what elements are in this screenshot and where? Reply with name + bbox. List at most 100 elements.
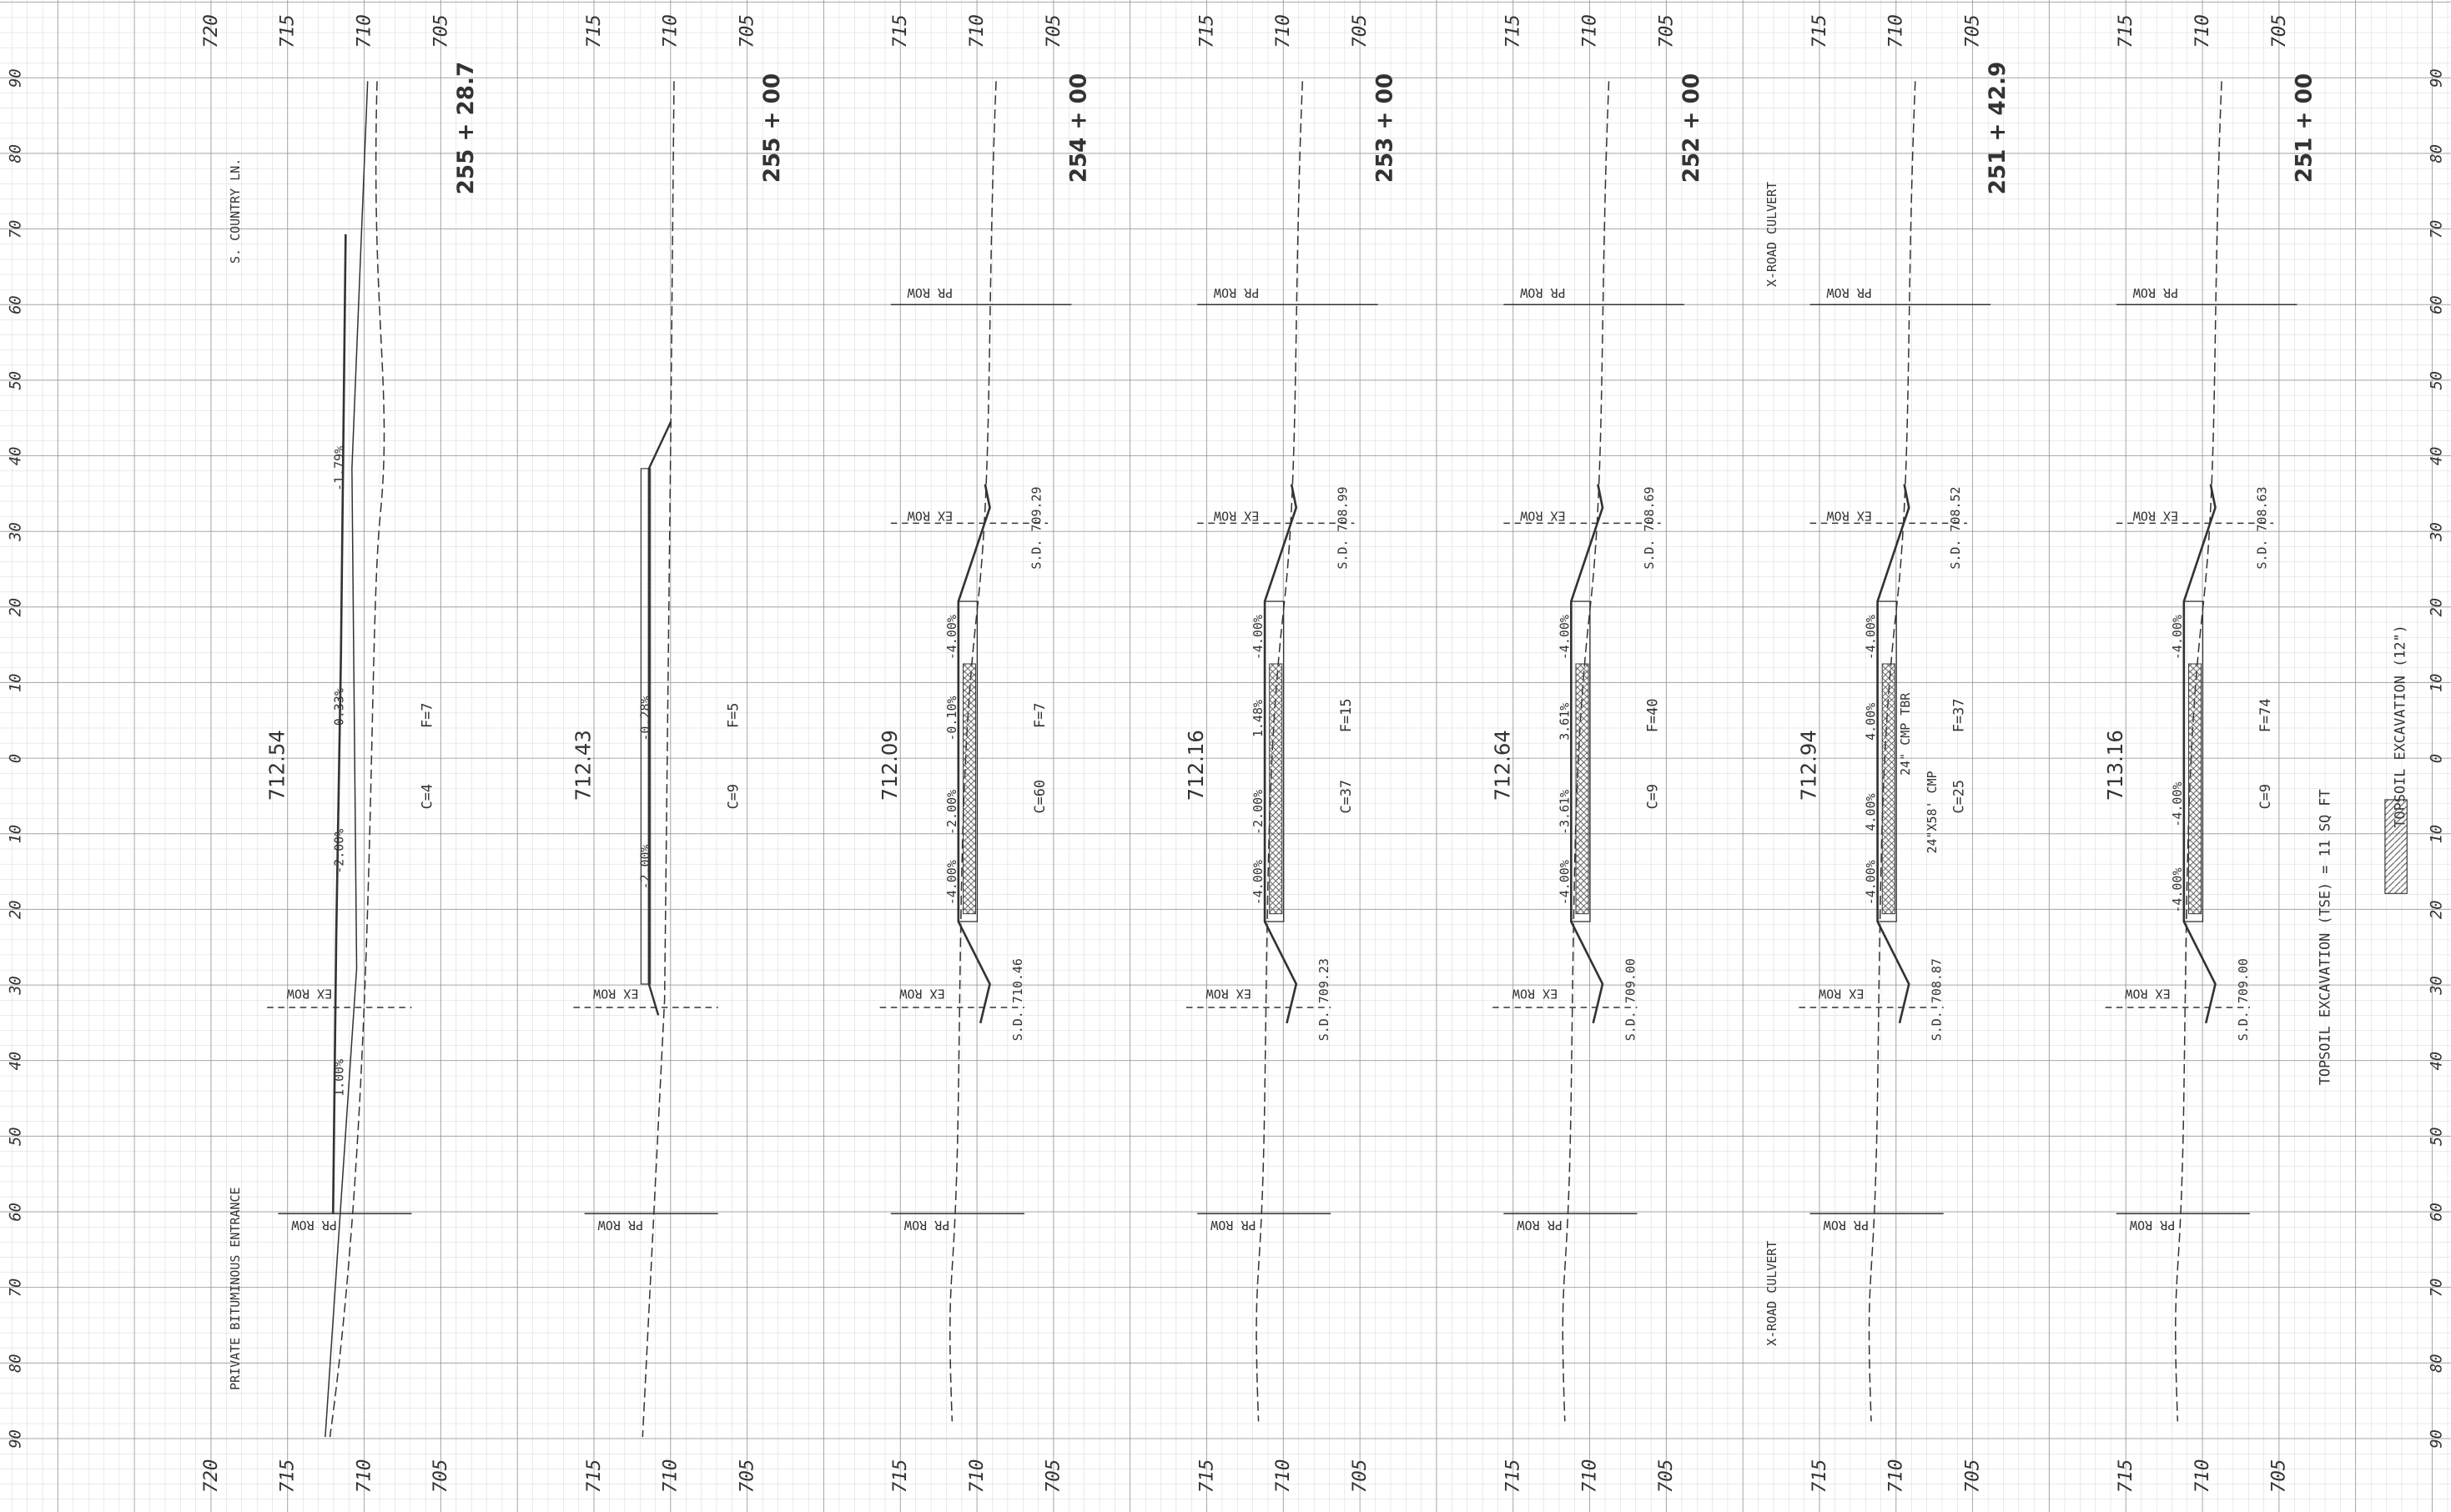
station-label: 251 + 00	[2292, 73, 2317, 183]
elevation-tick: 710	[1885, 14, 1907, 48]
offset-label: 40	[2428, 447, 2446, 466]
offset-label: 80	[7, 1354, 24, 1373]
slope-label: -4.00%	[2170, 615, 2185, 660]
elevation-tick: 705	[1655, 1459, 1677, 1494]
note: S. COUNTRY LN.	[228, 158, 243, 264]
elevation-tick: 710	[353, 1459, 375, 1494]
note: 24" CMP TBR	[1898, 692, 1913, 776]
pr-row-label: PR ROW	[1823, 1218, 1869, 1233]
elevation-tick: 710	[966, 1459, 988, 1494]
pavement	[1570, 600, 1591, 922]
elevation-tick: 710	[660, 14, 682, 48]
fill-value: F=7	[1031, 703, 1048, 728]
station-label: 253 + 00	[1373, 73, 1398, 183]
offset-label: 70	[2428, 220, 2446, 239]
offset-label: 60	[2428, 1203, 2446, 1222]
cut-value: C=37	[1337, 780, 1354, 814]
elevation-tick: 715	[2115, 1459, 2136, 1494]
grade-elevation: 712.16	[1184, 730, 1208, 801]
pr-row-label: PR ROW	[1519, 285, 1565, 300]
elevation-tick: 710	[1578, 1459, 1600, 1494]
ex-row-label: EX ROW	[1818, 987, 1864, 1002]
offset-label: 10	[2428, 674, 2446, 693]
slope-label: -4.00%	[944, 860, 959, 905]
sd-label: S.D. 708.69	[1642, 486, 1657, 569]
proposed-line	[647, 421, 672, 1016]
slope-label: 4.00%	[1864, 793, 1879, 831]
offset-label: 0	[7, 754, 24, 763]
elevation-tick: 705	[2268, 1459, 2290, 1494]
elevation-tick: 705	[1043, 14, 1064, 48]
ground-line	[642, 81, 675, 1438]
sd-label: S.D. 709.00	[2236, 958, 2251, 1041]
pr-row-label: PR ROW	[1826, 285, 1872, 300]
pr-row-label: PR ROW	[291, 1218, 337, 1233]
offset-label: 10	[7, 825, 24, 844]
slope-label: -2.00%	[331, 829, 346, 874]
offset-label: 70	[2428, 1278, 2446, 1298]
ex-row-label: EX ROW	[1213, 509, 1259, 524]
fill-value: F=5	[724, 703, 741, 728]
note: X-ROAD CULVERT	[1764, 1241, 1779, 1346]
pr-row-label: PR ROW	[1517, 1218, 1563, 1233]
offset-label: 40	[7, 447, 24, 466]
ex-row-label: EX ROW	[286, 987, 332, 1002]
topsoil-hatch	[963, 663, 977, 915]
topsoil-hatch	[2188, 663, 2202, 915]
pr-row-label: PR ROW	[597, 1218, 643, 1233]
slope-label: -4.00%	[1251, 615, 1266, 660]
offset-label: 0	[2428, 754, 2446, 763]
grade-elevation: 712.64	[1490, 730, 1514, 801]
elevation-tick: 710	[1885, 1459, 1907, 1494]
offset-label: 50	[2428, 1127, 2446, 1146]
elevation-tick: 705	[2268, 14, 2290, 48]
elevation-tick: 715	[1809, 1459, 1830, 1494]
fill-value: F=74	[2257, 699, 2273, 733]
slope-label: -4.00%	[2170, 782, 2185, 827]
ex-row-label: EX ROW	[2124, 987, 2170, 1002]
offset-label: 60	[7, 295, 24, 314]
sd-label: S.D. 708.52	[1948, 486, 1963, 569]
elevation-tick: 715	[889, 1459, 911, 1494]
note: X-ROAD CULVERT	[1764, 182, 1779, 287]
sd-label: S.D. 709.29	[1029, 486, 1044, 569]
elevation-tick: 705	[1349, 14, 1371, 48]
elevation-tick: 705	[736, 1459, 757, 1494]
sections-layer: 90 90 80 80 70 70 60 60 50 50 40 40 30 30 20 20 10 10 0 0 10…	[7, 14, 2445, 1493]
offset-label: 30	[7, 976, 24, 996]
offset-label: 50	[7, 371, 24, 390]
elevation-tick: 705	[736, 14, 757, 48]
slope-label: 4.00%	[1864, 703, 1879, 741]
offset-label: 40	[2428, 1052, 2446, 1071]
elevation-tick: 710	[660, 1459, 682, 1494]
offset-label: 20	[2428, 598, 2446, 617]
ex-row-label: EX ROW	[1519, 509, 1565, 524]
proposed-line	[331, 234, 347, 1214]
ex-row-label: EX ROW	[898, 987, 944, 1002]
offset-label: 50	[7, 1127, 24, 1146]
cut-value: C=25	[1950, 780, 1966, 814]
ground-line	[329, 81, 385, 1438]
elevation-tick: 705	[1043, 1459, 1064, 1494]
elevation-tick: 715	[889, 14, 911, 48]
pavement	[1264, 600, 1285, 922]
fill-value: F=37	[1950, 699, 1966, 733]
elevation-tick: 710	[1272, 1459, 1294, 1494]
pavement	[958, 600, 979, 922]
topsoil-hatch	[1269, 663, 1283, 915]
station-label: 252 + 00	[1679, 73, 1704, 183]
slope-label: -4.00%	[1557, 860, 1572, 905]
ex-row-label: EX ROW	[1826, 509, 1872, 524]
offset-label: 20	[7, 901, 24, 920]
topsoil-hatch	[1881, 663, 1895, 915]
grade-elevation: 712.94	[1797, 730, 1821, 801]
elevation-tick: 715	[277, 1459, 299, 1494]
offset-label: 70	[7, 1278, 24, 1298]
legend-label: TOPSOIL EXCAVATION (TSE) = 11 SQ FT	[2316, 789, 2333, 1085]
elevation-tick: 715	[583, 14, 605, 48]
elevation-tick: 715	[277, 14, 299, 48]
grade-elevation: 712.43	[571, 730, 596, 801]
elevation-tick: 715	[1502, 14, 1524, 48]
cut-value: C=4	[418, 784, 435, 809]
